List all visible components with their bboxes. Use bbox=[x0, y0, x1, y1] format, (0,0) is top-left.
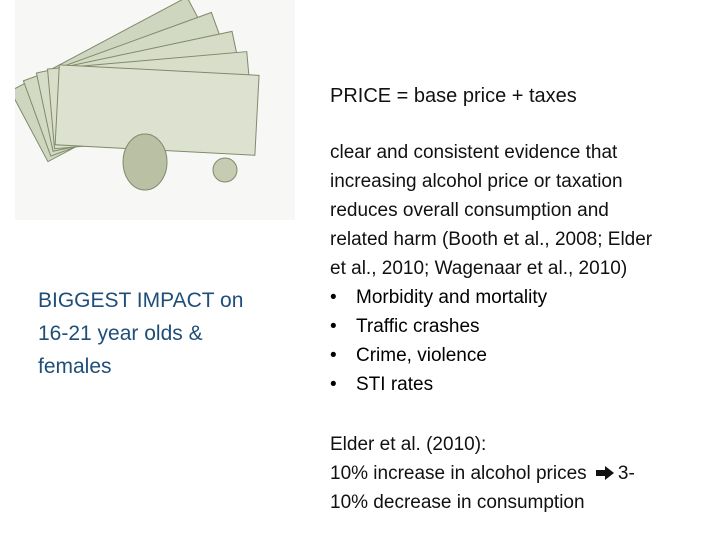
study-line: 10% increase in alcohol prices 3- bbox=[330, 459, 635, 488]
heading-line: females bbox=[38, 355, 112, 378]
text-line: increasing alcohol price or taxation bbox=[330, 171, 623, 192]
heading-line: 16-21 year olds & bbox=[38, 322, 203, 345]
bullet: • STI rates bbox=[330, 374, 434, 395]
text-line: et al., 2010; Wagenaar et al., 2010) bbox=[330, 258, 628, 279]
bullet: • Morbidity and mortality bbox=[330, 287, 548, 308]
left-heading: BIGGEST IMPACT on 16-21 year olds & fema… bbox=[38, 284, 243, 383]
arrow-icon bbox=[595, 466, 614, 480]
bullet-text: STI rates bbox=[356, 374, 434, 395]
study-heading: Elder et al. (2010): bbox=[330, 434, 487, 455]
text: 3- bbox=[617, 463, 635, 484]
evidence-text: clear and consistent evidence that incre… bbox=[330, 138, 652, 283]
title: PRICE = base price + taxes bbox=[330, 85, 577, 107]
bullet: • Crime, violence bbox=[330, 345, 487, 366]
text-line: related harm (Booth et al., 2008; Elder bbox=[330, 229, 653, 250]
bullet-list: • Morbidity and mortality • Traffic crashe… bbox=[330, 283, 547, 399]
study-block: Elder et al. (2010): 10% increase in alc… bbox=[330, 430, 635, 517]
bullet-text: Morbidity and mortality bbox=[356, 287, 548, 308]
money-image bbox=[15, 0, 295, 220]
heading-line: BIGGEST IMPACT on bbox=[38, 289, 244, 312]
text: 10% increase in alcohol prices bbox=[330, 463, 587, 484]
bullet: • Traffic crashes bbox=[330, 316, 480, 337]
text-line: reduces overall consumption and bbox=[330, 200, 609, 221]
bullet-text: Crime, violence bbox=[356, 345, 487, 366]
study-line: 10% decrease in consumption bbox=[330, 492, 585, 513]
text-line: clear and consistent evidence that bbox=[330, 142, 618, 163]
bullet-text: Traffic crashes bbox=[356, 316, 480, 337]
